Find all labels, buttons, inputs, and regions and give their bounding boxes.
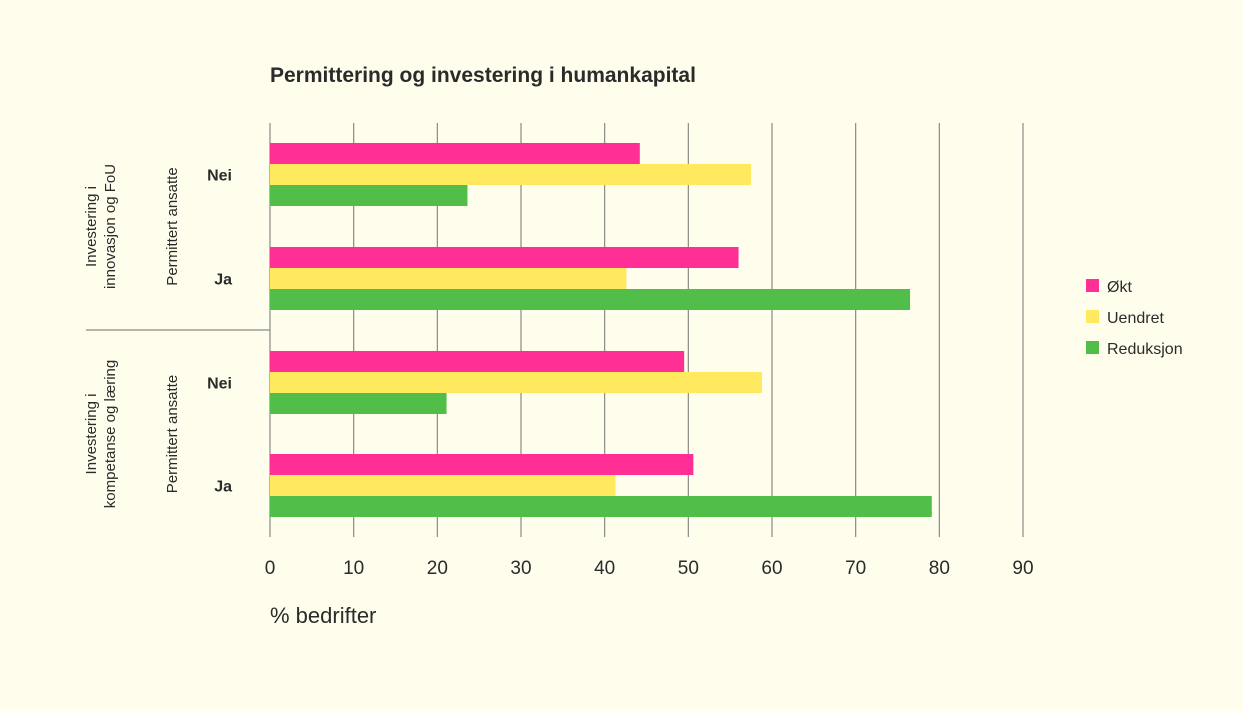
x-tick-label: 40 (594, 558, 615, 579)
legend: Økt Uendret Reduksjon (1086, 279, 1183, 358)
legend-label: Reduksjon (1107, 341, 1183, 358)
row-labels: Nei Ja Nei Ja (207, 168, 232, 496)
bar-reduksjon (270, 185, 468, 206)
bar-økt (270, 351, 685, 372)
bar-økt (270, 454, 694, 475)
group-sublabel: Permittert ansatte (164, 167, 181, 285)
bar-reduksjon (270, 289, 911, 310)
row-label: Ja (214, 479, 232, 496)
x-tick-label: 0 (265, 558, 276, 579)
x-tick-label: 70 (845, 558, 866, 579)
group-label: Investering i innovasjon og FoU (83, 164, 119, 289)
row-label: Ja (214, 272, 232, 289)
bar-uendret (270, 164, 752, 185)
row-label: Nei (207, 376, 232, 393)
x-axis-ticks: 0 10 20 30 40 50 60 70 80 90 (265, 558, 1034, 579)
group-label: Investering i kompetanse og læring (83, 360, 119, 508)
x-tick-label: 80 (929, 558, 950, 579)
bars (270, 143, 932, 517)
row-label: Nei (207, 168, 232, 185)
bar-reduksjon (270, 393, 447, 414)
x-tick-label: 20 (427, 558, 448, 579)
bar-økt (270, 247, 739, 268)
bar-uendret (270, 268, 627, 289)
x-tick-label: 30 (510, 558, 531, 579)
x-axis-label: % bedrifter (270, 603, 376, 628)
legend-label: Økt (1107, 279, 1132, 296)
group-labels: Investering i innovasjon og FoU Permittert… (83, 164, 270, 508)
x-tick-label: 90 (1012, 558, 1033, 579)
bar-økt (270, 143, 640, 164)
x-tick-label: 60 (761, 558, 782, 579)
legend-label: Uendret (1107, 310, 1164, 327)
bar-reduksjon (270, 496, 932, 517)
legend-swatch (1086, 310, 1099, 323)
bar-uendret (270, 372, 762, 393)
bar-uendret (270, 475, 616, 496)
legend-swatch (1086, 341, 1099, 354)
legend-swatch (1086, 279, 1099, 292)
x-tick-label: 50 (678, 558, 699, 579)
x-tick-label: 10 (343, 558, 364, 579)
chart-title: Permittering og investering i humankapit… (270, 64, 696, 87)
group-sublabel: Permittert ansatte (164, 375, 181, 493)
